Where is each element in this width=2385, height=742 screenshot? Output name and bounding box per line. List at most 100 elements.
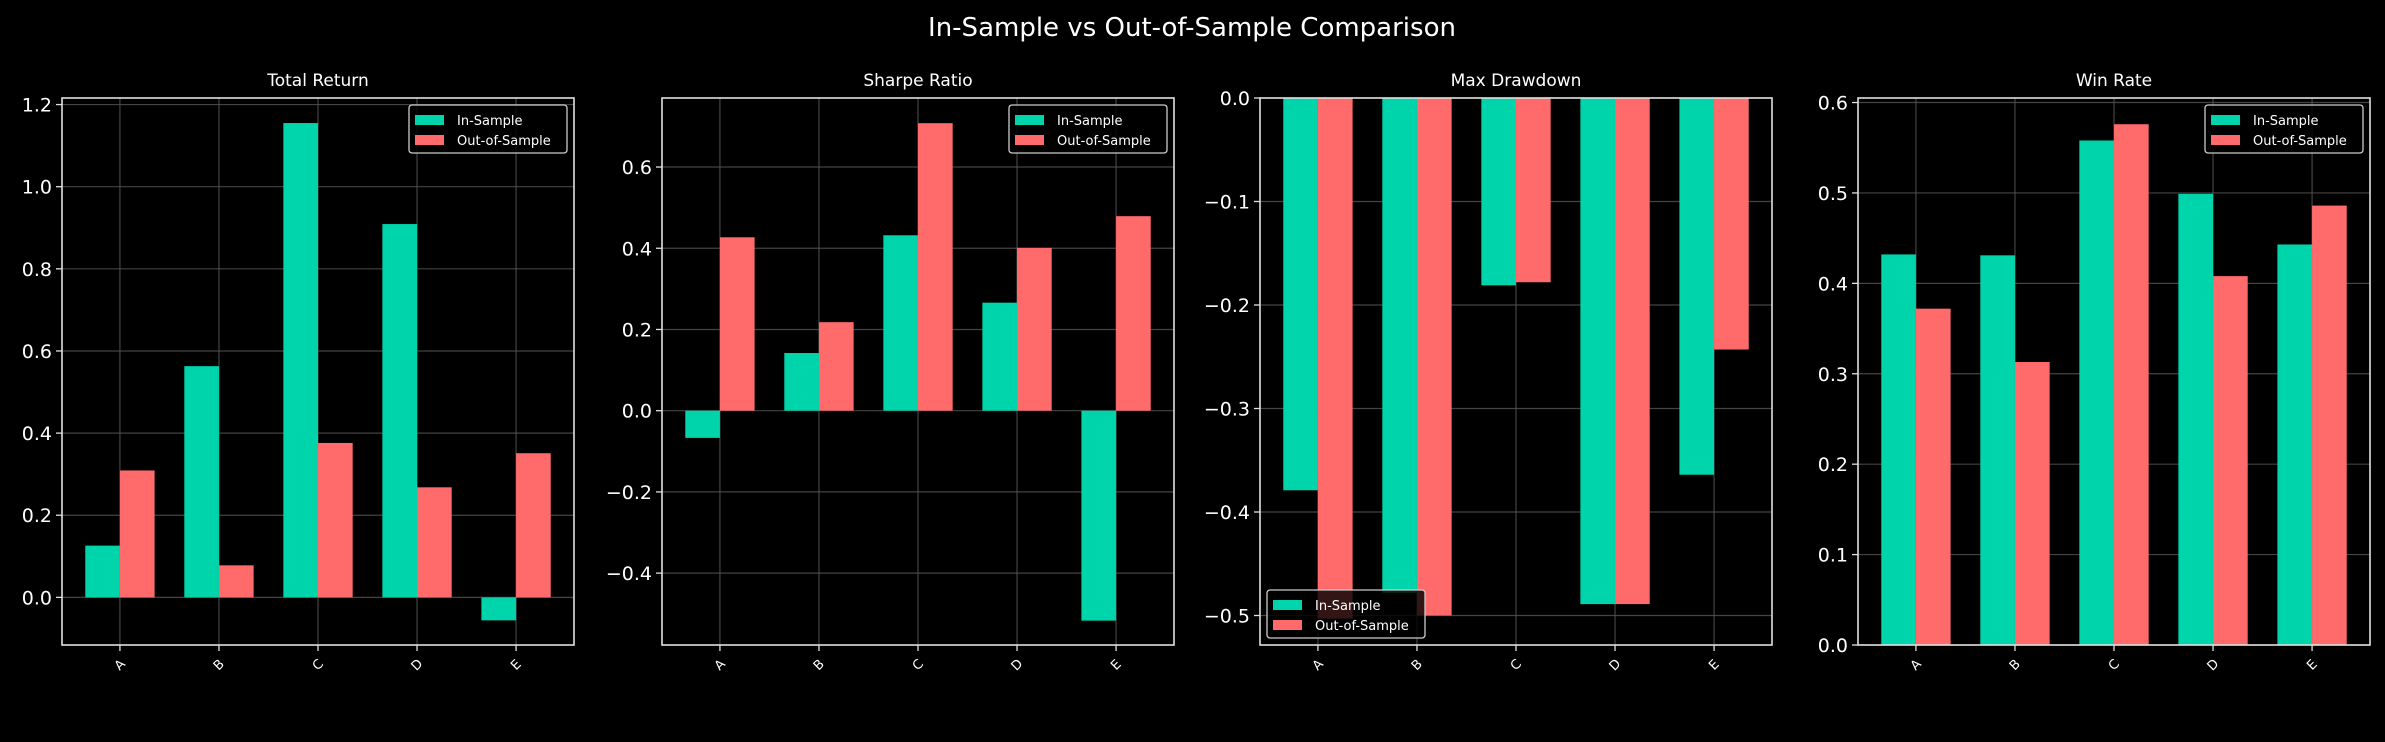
legend-label-in-sample: In-Sample (1057, 114, 1123, 129)
y-tick-label: 0.1 (1818, 545, 1848, 567)
subplot-title: Total Return (266, 71, 369, 91)
in-sample-bar-c (1481, 98, 1516, 286)
x-tick-label: D (1009, 657, 1027, 675)
y-tick-label: 0.3 (1818, 364, 1848, 386)
in-sample-bar-d (2178, 193, 2214, 645)
legend-label-out-of-sample: Out-of-Sample (457, 134, 551, 149)
y-tick-label: 0.0 (1220, 88, 1250, 110)
out-of-sample-bar-d (417, 487, 452, 598)
y-tick-label: 1.2 (22, 95, 52, 117)
y-tick-label: 0.6 (622, 157, 652, 179)
y-tick-label: 0.0 (22, 587, 52, 609)
x-tick-label: A (1310, 657, 1327, 674)
out-of-sample-bar-c (918, 123, 953, 411)
in-sample-bar-d (1580, 98, 1616, 605)
legend-label-in-sample: In-Sample (2253, 114, 2319, 129)
y-tick-label: 0.6 (1818, 93, 1848, 115)
legend-label-out-of-sample: Out-of-Sample (1315, 619, 1409, 634)
legend: In-Sample Out-of-Sample (1008, 104, 1168, 154)
out-of-sample-bar-b (2014, 362, 2050, 645)
y-tick-label: 0.2 (22, 505, 52, 527)
in-sample-bar-b (784, 353, 819, 411)
in-sample-bar-d (382, 224, 418, 598)
figure-title: In-Sample vs Out-of-Sample Comparison (928, 13, 1456, 43)
in-sample-bar-e (2277, 244, 2313, 645)
legend-label-out-of-sample: Out-of-Sample (2253, 134, 2347, 149)
legend: In-Sample Out-of-Sample (1266, 589, 1426, 639)
legend-swatch-in-sample (1273, 600, 1302, 610)
out-of-sample-bar-e (2312, 205, 2347, 645)
x-tick-label: B (211, 657, 228, 674)
subplot-title: Sharpe Ratio (863, 71, 972, 91)
out-of-sample-bar-c (318, 442, 353, 598)
x-tick-label: E (1706, 657, 1722, 673)
panels: Total Return 0.0 0.2 0.4 0.6 0.8 1.0 1.2 A B C D E In… (22, 71, 2371, 675)
in-sample-bar-b (1980, 255, 2015, 645)
y-tick-label: 1.0 (22, 177, 52, 199)
out-of-sample-bar-e (1714, 98, 1749, 350)
y-tick-label: −0.5 (1204, 606, 1250, 628)
legend-swatch-out-of-sample (415, 135, 444, 145)
y-tick-label: 0.4 (22, 423, 52, 445)
out-of-sample-bar-c (1516, 98, 1551, 283)
subplot-win-rate: Win Rate 0.0 0.1 0.2 0.3 0.4 0.5 0.6 A B C D E In-Sam… (1818, 71, 2371, 675)
legend-swatch-out-of-sample (1015, 135, 1044, 145)
in-sample-bar-e (481, 597, 517, 621)
legend-swatch-out-of-sample (2211, 135, 2240, 145)
out-of-sample-bar-d (1017, 247, 1052, 411)
y-tick-label: 0.6 (22, 341, 52, 363)
out-of-sample-bar-e (516, 453, 551, 598)
in-sample-bar-a (1881, 254, 1916, 646)
legend-box (1266, 589, 1426, 639)
legend-swatch-in-sample (2211, 115, 2240, 125)
in-sample-bar-a (685, 410, 720, 438)
x-tick-label: A (112, 657, 129, 674)
out-of-sample-bar-a (1317, 98, 1353, 619)
in-sample-bar-d (982, 302, 1018, 411)
subplot-sharpe-ratio: Sharpe Ratio −0.4 −0.2 0.0 0.2 0.4 0.6 A B C D E In-… (606, 71, 1175, 675)
y-tick-label: −0.1 (1204, 192, 1250, 214)
x-tick-label: D (2205, 657, 2223, 675)
legend: In-Sample Out-of-Sample (2204, 104, 2364, 154)
out-of-sample-bar-e (1116, 216, 1151, 411)
legend-box (2204, 104, 2364, 154)
x-tick-label: B (1409, 657, 1426, 674)
in-sample-bar-c (883, 235, 918, 411)
subplot-total-return: Total Return 0.0 0.2 0.4 0.6 0.8 1.0 1.2 A B C D E In… (22, 71, 575, 675)
legend-swatch-out-of-sample (1273, 620, 1302, 630)
in-sample-bar-e (1081, 410, 1117, 621)
legend-swatch-in-sample (1015, 115, 1044, 125)
out-of-sample-bar-a (719, 237, 755, 411)
out-of-sample-bar-a (119, 470, 155, 598)
subplot-title: Win Rate (2076, 71, 2152, 91)
in-sample-bar-c (2079, 140, 2114, 646)
y-tick-label: 0.0 (622, 401, 652, 423)
in-sample-bar-e (1679, 98, 1715, 475)
x-tick-label: A (1908, 657, 1925, 674)
y-tick-label: 0.2 (1818, 454, 1848, 476)
x-tick-label: D (409, 657, 427, 675)
in-sample-bar-a (85, 545, 120, 598)
x-tick-label: B (2007, 657, 2024, 674)
legend-label-out-of-sample: Out-of-Sample (1057, 134, 1151, 149)
legend-box (408, 104, 568, 154)
in-sample-bar-a (1283, 98, 1318, 491)
subplot-title: Max Drawdown (1451, 71, 1582, 91)
out-of-sample-bar-b (1416, 98, 1452, 616)
x-tick-label: C (310, 657, 327, 674)
legend-swatch-in-sample (415, 115, 444, 125)
x-tick-label: E (508, 657, 524, 673)
out-of-sample-bar-b (818, 322, 854, 411)
in-sample-bar-b (184, 366, 219, 598)
legend: In-Sample Out-of-Sample (408, 104, 568, 154)
subplot-max-drawdown: Max Drawdown −0.5 −0.4 −0.3 −0.2 −0.1 0.0 A B C D E… (1204, 71, 1773, 674)
y-tick-label: 0.0 (1818, 635, 1848, 657)
x-tick-label: A (712, 657, 729, 674)
legend-label-in-sample: In-Sample (457, 114, 523, 129)
legend-label-in-sample: In-Sample (1315, 599, 1381, 614)
y-tick-label: −0.4 (606, 563, 652, 585)
y-tick-label: 0.2 (622, 319, 652, 341)
x-tick-label: E (2304, 657, 2320, 673)
out-of-sample-bar-d (2213, 276, 2248, 645)
